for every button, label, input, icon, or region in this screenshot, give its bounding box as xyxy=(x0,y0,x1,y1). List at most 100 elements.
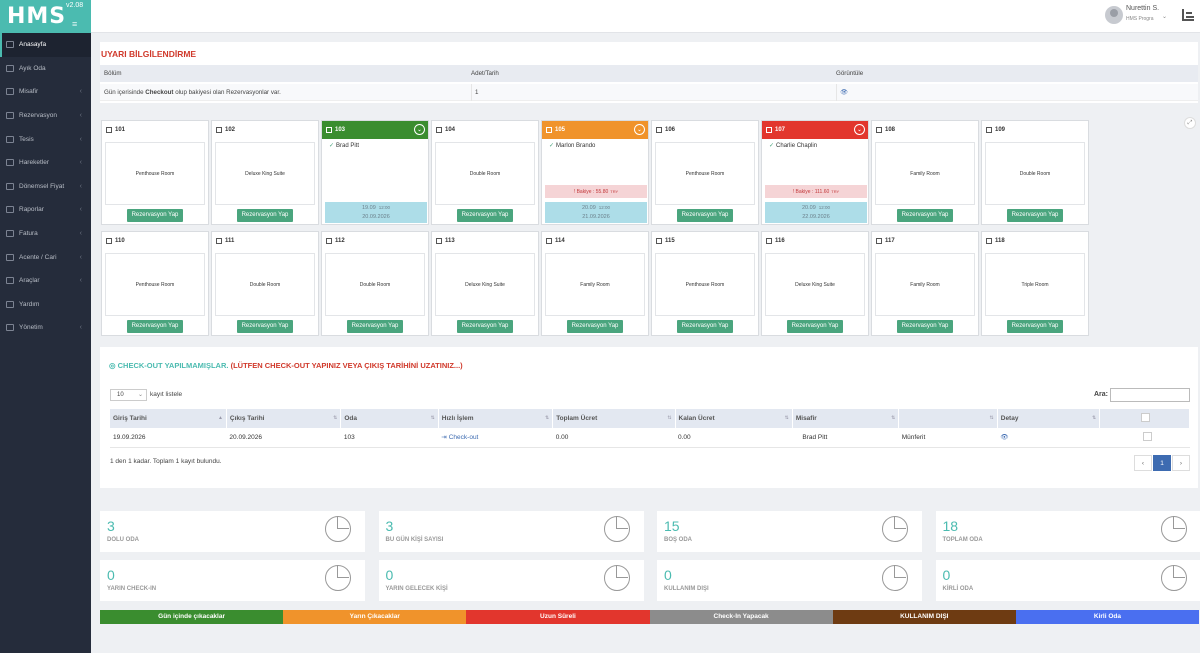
room-number: 115 xyxy=(665,238,675,244)
reserve-button[interactable]: Rezervasyon Yap xyxy=(1007,209,1063,222)
sidebar-item[interactable]: Araçlar ‹ xyxy=(0,269,91,293)
room-icon xyxy=(986,127,992,133)
bars-icon[interactable] xyxy=(1181,8,1195,22)
column-header[interactable] xyxy=(1099,409,1190,428)
reserve-button[interactable]: Rezervasyon Yap xyxy=(127,320,183,333)
room-card[interactable]: 115 Penthouse Room Rezervasyon Yap xyxy=(651,231,759,336)
chevron-down-icon[interactable]: ⌄ xyxy=(854,124,865,135)
room-card[interactable]: 106 Penthouse Room Rezervasyon Yap xyxy=(651,120,759,225)
sidebar-item[interactable]: Fatura ‹ xyxy=(0,222,91,246)
room-type: Deluxe King Suite xyxy=(435,253,535,316)
check-out-date: 21.09.2026 xyxy=(582,213,610,220)
sidebar-item[interactable]: Yönetim ‹ xyxy=(0,316,91,340)
expand-icon[interactable]: ⤢ xyxy=(1184,117,1196,129)
sort-icon: ⇅ xyxy=(891,415,896,421)
select-all-checkbox[interactable] xyxy=(1141,413,1151,422)
stat-label: YARIN GELECEK KİŞİ xyxy=(385,586,448,592)
room-card[interactable]: 113 Deluxe King Suite Rezervasyon Yap xyxy=(431,231,539,336)
stat-value: 18 xyxy=(942,518,959,534)
room-card[interactable]: 105 ⌄ ✓ Marlon Brando ! Bakiye : 55.80 TRY 20.… xyxy=(541,120,649,225)
column-header[interactable]: Misafir ⇅ xyxy=(792,409,900,428)
sidebar-item[interactable]: Hareketler ‹ xyxy=(0,151,91,175)
check-out-date: 22.09.2026 xyxy=(802,213,830,220)
sidebar-item[interactable]: Rezervasyon ‹ xyxy=(0,104,91,128)
guest-name[interactable]: ✓ Charlie Chaplin xyxy=(769,143,818,149)
reserve-button[interactable]: Rezervasyon Yap xyxy=(1007,320,1063,333)
avatar[interactable] xyxy=(1105,6,1123,24)
eye-icon[interactable]: 👁 xyxy=(836,83,848,101)
column-header[interactable]: Detay ⇅ xyxy=(997,409,1101,428)
reserve-button[interactable]: Rezervasyon Yap xyxy=(457,320,513,333)
room-card[interactable]: 102 Deluxe King Suite Rezervasyon Yap xyxy=(211,120,319,225)
sidebar-item[interactable]: Dönemsel Fiyat ‹ xyxy=(0,175,91,199)
search-input[interactable] xyxy=(1110,388,1190,402)
balance-badge: ! Bakiye : 55.80 TRY xyxy=(545,185,647,198)
chevron-down-icon[interactable]: ⌄ xyxy=(634,124,645,135)
reserve-button[interactable]: Rezervasyon Yap xyxy=(897,209,953,222)
room-type: Deluxe King Suite xyxy=(765,253,865,316)
stat-label: TOPLAM ODA xyxy=(942,537,983,543)
next-page-button[interactable]: › xyxy=(1172,455,1190,471)
sidebar-item[interactable]: Anasayfa xyxy=(0,33,91,57)
sidebar-item[interactable]: Tesis ‹ xyxy=(0,127,91,151)
reserve-button[interactable]: Rezervasyon Yap xyxy=(237,209,293,222)
reserve-button[interactable]: Rezervasyon Yap xyxy=(127,209,183,222)
app-logo[interactable]: HMS v2.08 ≡ xyxy=(0,0,91,33)
sidebar-item[interactable]: Acente / Cari ‹ xyxy=(0,245,91,269)
reserve-button[interactable]: Rezervasyon Yap xyxy=(897,320,953,333)
room-type: Penthouse Room xyxy=(105,253,205,316)
guest-name[interactable]: ✓ Brad Pitt xyxy=(329,143,360,149)
room-type: Penthouse Room xyxy=(105,142,205,205)
sidebar-item-label: Ayık Oda xyxy=(19,64,46,72)
column-header[interactable]: Giriş Tarihi ▲ xyxy=(110,409,227,428)
room-number: 101 xyxy=(115,127,126,133)
reserve-button[interactable]: Rezervasyon Yap xyxy=(567,320,623,333)
room-icon xyxy=(106,127,112,133)
column-header[interactable]: Oda ⇅ xyxy=(340,409,439,428)
reserve-button[interactable]: Rezervasyon Yap xyxy=(677,209,733,222)
room-card[interactable]: 101 Penthouse Room Rezervasyon Yap xyxy=(101,120,209,225)
column-header[interactable]: ⇅ xyxy=(898,409,998,428)
menu-item-icon xyxy=(6,159,14,167)
page-length-select[interactable]: 10 ⌄ xyxy=(110,389,147,401)
column-header[interactable]: Çıkış Tarihi ⇅ xyxy=(226,409,342,428)
prev-page-button[interactable]: ‹ xyxy=(1134,455,1152,471)
menu-toggle-icon[interactable]: ≡ xyxy=(72,19,78,29)
room-card[interactable]: 112 Double Room Rezervasyon Yap xyxy=(321,231,429,336)
reserve-button[interactable]: Rezervasyon Yap xyxy=(347,320,403,333)
room-card[interactable]: 110 Penthouse Room Rezervasyon Yap xyxy=(101,231,209,336)
reserve-button[interactable]: Rezervasyon Yap xyxy=(237,320,293,333)
eye-icon[interactable]: 👁 xyxy=(1000,434,1009,442)
room-card[interactable]: 109 Double Room Rezervasyon Yap xyxy=(981,120,1089,225)
page-1-button[interactable]: 1 xyxy=(1153,455,1171,471)
user-name[interactable]: Nurettin S. xyxy=(1126,5,1160,12)
sidebar-item[interactable]: Yardım xyxy=(0,293,91,317)
sidebar-item-label: Hareketler xyxy=(19,159,49,167)
sidebar-item[interactable]: Ayık Oda xyxy=(0,57,91,81)
sidebar-item[interactable]: Misafir ‹ xyxy=(0,80,91,104)
room-icon xyxy=(656,127,662,133)
chevron-down-icon[interactable]: ⌄ xyxy=(1162,14,1168,20)
room-card[interactable]: 116 Deluxe King Suite Rezervasyon Yap xyxy=(761,231,869,336)
room-card[interactable]: 108 Family Room Rezervasyon Yap xyxy=(871,120,979,225)
column-header[interactable]: Toplam Ücret ⇅ xyxy=(552,409,676,428)
reserve-button[interactable]: Rezervasyon Yap xyxy=(677,320,733,333)
table-cell[interactable]: ⇥ Check-out xyxy=(438,428,553,448)
guest-name[interactable]: ✓ Marlon Brando xyxy=(549,143,596,149)
room-card[interactable]: 104 Double Room Rezervasyon Yap xyxy=(431,120,539,225)
room-card[interactable]: 117 Family Room Rezervasyon Yap xyxy=(871,231,979,336)
room-card[interactable]: 114 Family Room Rezervasyon Yap xyxy=(541,231,649,336)
row-checkbox[interactable] xyxy=(1142,431,1152,441)
room-card[interactable]: 111 Double Room Rezervasyon Yap xyxy=(211,231,319,336)
warning-table-header: Bölüm Adet/Tarih Görüntüle xyxy=(100,65,1198,82)
room-card[interactable]: 118 Triple Room Rezervasyon Yap xyxy=(981,231,1089,336)
column-header[interactable]: Kalan Ücret ⇅ xyxy=(675,409,793,428)
sidebar-item[interactable]: Raporlar ‹ xyxy=(0,198,91,222)
chevron-down-icon[interactable]: ⌄ xyxy=(414,124,425,135)
room-card[interactable]: 103 ⌄ ✓ Brad Pitt 19.09 12:00 20.09.2026 xyxy=(321,120,429,225)
pie-chart-icon xyxy=(325,565,351,591)
reserve-button[interactable]: Rezervasyon Yap xyxy=(787,320,843,333)
room-card[interactable]: 107 ⌄ ✓ Charlie Chaplin ! Bakiye : 111.60 TRY… xyxy=(761,120,869,225)
reserve-button[interactable]: Rezervasyon Yap xyxy=(457,209,513,222)
column-header[interactable]: Hızlı İşlem ⇅ xyxy=(438,409,554,428)
